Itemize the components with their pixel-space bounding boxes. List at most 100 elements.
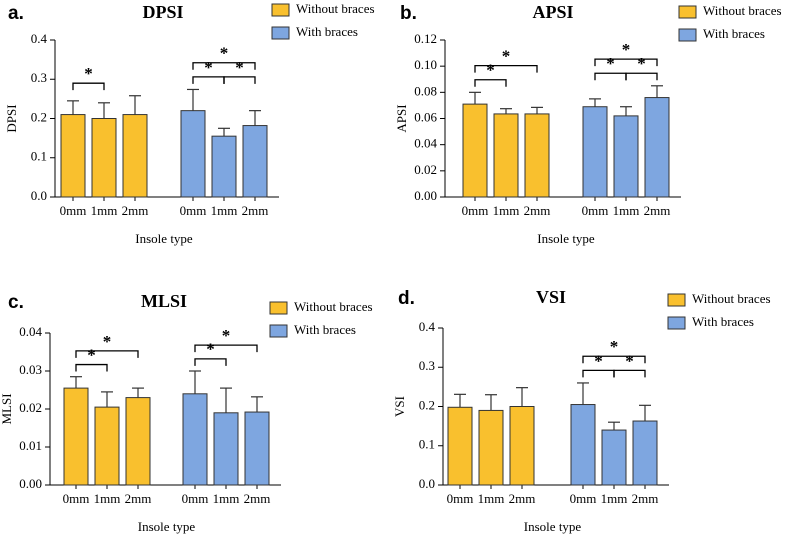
y-tick-label: 0.08: [414, 83, 437, 98]
y-tick-label: 0.0: [31, 188, 47, 203]
y-tick-label: 0.04: [19, 324, 42, 339]
y-tick-label: 0.10: [414, 57, 437, 72]
significance-label: *: [220, 44, 229, 63]
panel: d. VSI 0.0 0.1 0.2 0.3 0.4 VSI Insole type 0mm 1mm…: [392, 287, 771, 534]
bar: [524, 113, 550, 198]
y-tick-label: 0.1: [419, 437, 435, 452]
legend-swatch: [269, 301, 288, 315]
y-axis-label: APSI: [394, 104, 409, 132]
legend-label: With braces: [692, 314, 754, 329]
significance-bracket: [75, 350, 139, 358]
significance-bracket: [192, 76, 225, 84]
x-tick-label: 1mm: [601, 491, 628, 506]
legend-label: With braces: [703, 26, 765, 41]
significance-bracket: [223, 76, 256, 84]
y-tick-label: 0.02: [19, 400, 42, 415]
x-axis-label: Insole type: [537, 231, 595, 246]
significance-bracket: [625, 72, 658, 81]
bar: [60, 114, 86, 198]
y-tick-label: 0.02: [414, 162, 437, 177]
y-tick-label: 0.0: [419, 476, 435, 491]
bar: [493, 113, 519, 198]
significance-label: *: [486, 61, 495, 80]
panel-label: d.: [398, 288, 415, 309]
significance-bracket: [72, 82, 105, 91]
x-tick-label: 1mm: [94, 491, 121, 506]
significance-bracket: [474, 64, 538, 73]
panel: b. APSI 0.00 0.02 0.04 0.06 0.08 0.10 0.12 APSI In…: [394, 2, 782, 246]
y-tick-label: 0.4: [31, 31, 48, 46]
x-tick-label: 2mm: [244, 491, 271, 506]
chart-title: VSI: [536, 287, 566, 307]
bar: [478, 409, 504, 486]
bar: [63, 387, 89, 486]
x-tick-label: 2mm: [509, 491, 536, 506]
bar: [613, 115, 639, 198]
bar: [244, 411, 270, 486]
y-tick-label: 0.00: [414, 188, 437, 203]
bar: [242, 125, 268, 198]
x-tick-label: 0mm: [182, 491, 209, 506]
bar: [182, 393, 208, 486]
significance-label: *: [502, 47, 511, 66]
significance-label: *: [204, 58, 213, 77]
legend-swatch: [667, 293, 686, 307]
bar: [213, 412, 239, 486]
x-tick-label: 2mm: [632, 491, 659, 506]
y-tick-label: 0.1: [31, 149, 47, 164]
y-axis-label: VSI: [392, 396, 407, 417]
x-tick-label: 2mm: [524, 203, 551, 218]
legend-label: With braces: [296, 24, 358, 39]
panel: c. MLSI 0.00 0.01 0.02 0.03 0.04 MLSI Insole typ…: [0, 291, 373, 534]
legend-label: With braces: [294, 322, 356, 337]
y-tick-label: 0.12: [414, 31, 437, 46]
x-tick-label: 2mm: [644, 203, 671, 218]
legend-swatch: [271, 3, 290, 17]
x-tick-label: 0mm: [60, 203, 87, 218]
significance-bracket: [474, 79, 507, 87]
significance-label: *: [625, 351, 634, 370]
x-axis-label: Insole type: [135, 231, 193, 246]
legend-swatch: [678, 5, 697, 19]
y-tick-label: 0.2: [31, 109, 47, 124]
significance-label: *: [606, 54, 615, 73]
legend-swatch: [271, 26, 290, 40]
chart-title: MLSI: [141, 291, 187, 311]
legend-label: Without braces: [294, 299, 373, 314]
bar: [582, 106, 608, 198]
y-tick-label: 0.06: [414, 109, 437, 124]
panel-label: b.: [400, 3, 417, 24]
significance-bracket: [194, 344, 258, 353]
x-tick-label: 0mm: [570, 491, 597, 506]
legend-label: Without braces: [703, 3, 782, 18]
x-tick-label: 1mm: [91, 203, 118, 218]
bar: [644, 97, 670, 198]
chart-title: DPSI: [142, 2, 183, 22]
significance-label: *: [87, 345, 96, 364]
significance-label: *: [206, 340, 215, 359]
bar: [125, 397, 151, 486]
bar: [462, 103, 488, 198]
bar: [570, 404, 596, 486]
y-axis-label: DPSI: [4, 104, 19, 132]
significance-label: *: [235, 58, 244, 77]
significance-bracket: [582, 355, 646, 364]
x-tick-label: 1mm: [613, 203, 640, 218]
bar: [180, 110, 206, 198]
legend-label: Without braces: [296, 1, 375, 16]
bar: [211, 135, 237, 198]
bar: [122, 114, 148, 198]
x-tick-label: 0mm: [63, 491, 90, 506]
significance-bracket: [594, 58, 658, 67]
x-tick-label: 1mm: [493, 203, 520, 218]
significance-label: *: [103, 332, 112, 351]
x-tick-label: 0mm: [180, 203, 207, 218]
x-axis-label: Insole type: [524, 519, 582, 534]
x-tick-label: 0mm: [447, 491, 474, 506]
y-axis-label: MLSI: [0, 393, 14, 424]
chart-title: APSI: [532, 2, 573, 22]
y-tick-label: 0.01: [19, 438, 42, 453]
bar: [632, 420, 658, 486]
legend-label: Without braces: [692, 291, 771, 306]
